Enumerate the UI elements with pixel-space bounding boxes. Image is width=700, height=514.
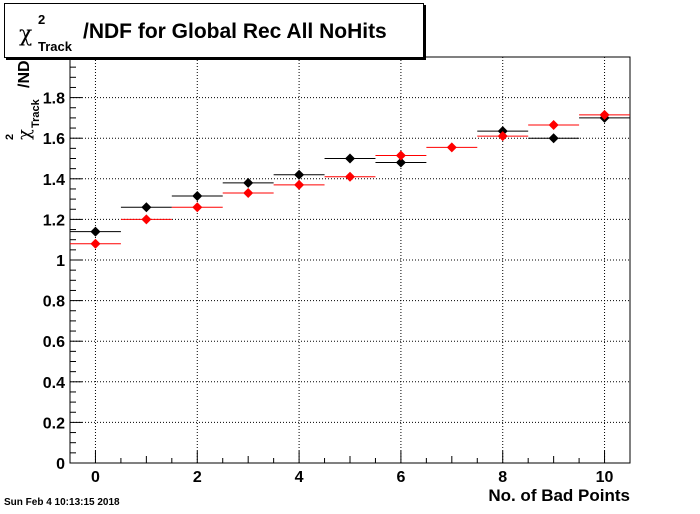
data-point <box>141 202 152 213</box>
data-point <box>294 179 305 190</box>
title-subscript: Track <box>38 39 72 54</box>
y-tick-label: 1.2 <box>43 212 65 229</box>
data-point <box>395 157 406 168</box>
x-tick-label: 0 <box>91 469 100 486</box>
x-axis-label: No. of Bad Points <box>488 486 630 505</box>
data-point <box>395 150 406 161</box>
x-tick-label: 8 <box>498 469 507 486</box>
ylabel-chi: χ <box>14 129 35 140</box>
data-point <box>446 142 457 153</box>
y-tick-label: 0.2 <box>43 415 65 432</box>
ylabel-superscript: 2 <box>4 133 16 140</box>
data-point <box>192 191 203 202</box>
series-0 <box>70 112 630 237</box>
data-point <box>497 131 508 142</box>
data-point <box>90 226 101 237</box>
y-tick-label: 0.8 <box>43 294 65 311</box>
data-marks <box>70 109 630 249</box>
y-axis-label: χ 2 Track /ND <box>4 60 44 141</box>
data-point <box>548 120 559 131</box>
data-point <box>548 133 559 144</box>
x-tick-label: 2 <box>193 469 202 486</box>
timestamp: Sun Feb 4 10:13:15 2018 <box>4 497 120 508</box>
data-point <box>345 153 355 164</box>
y-tick-label: 1.4 <box>43 172 65 189</box>
y-tick-label: 1.6 <box>43 131 65 148</box>
title-text: /NDF for Global Rec All NoHits <box>83 20 387 43</box>
data-point <box>294 169 305 180</box>
y-tick-label: 0 <box>56 456 65 473</box>
grid-lines <box>70 57 630 464</box>
y-tick-label: 0.4 <box>43 375 65 392</box>
data-point <box>243 188 254 199</box>
data-point <box>345 171 355 182</box>
ylabel-subscript: Track <box>30 99 42 128</box>
y-tick-label: 0.6 <box>43 334 65 351</box>
data-point <box>497 126 508 137</box>
data-point <box>599 109 610 120</box>
y-tick-label: 1.8 <box>43 91 65 108</box>
x-tick-label: 10 <box>596 469 614 486</box>
ylabel-text: /ND <box>16 60 33 88</box>
chart-title: χ 2 Track /NDF for Global Rec All NoHits <box>4 3 424 58</box>
series-1 <box>70 109 630 249</box>
x-tick-label: 6 <box>396 469 405 486</box>
title-superscript: 2 <box>38 12 46 27</box>
data-point <box>141 214 152 225</box>
data-point <box>192 202 203 213</box>
data-point <box>243 177 254 188</box>
data-point <box>90 238 101 249</box>
title-chi: χ <box>19 22 33 47</box>
y-tick-label: 1 <box>56 253 65 270</box>
axes: 0 2 4 6 8 10 0 0.2 0.4 0.6 0.8 1 1.2 1.4 1.6 1.8 <box>43 56 631 486</box>
x-tick-label: 4 <box>295 469 304 486</box>
